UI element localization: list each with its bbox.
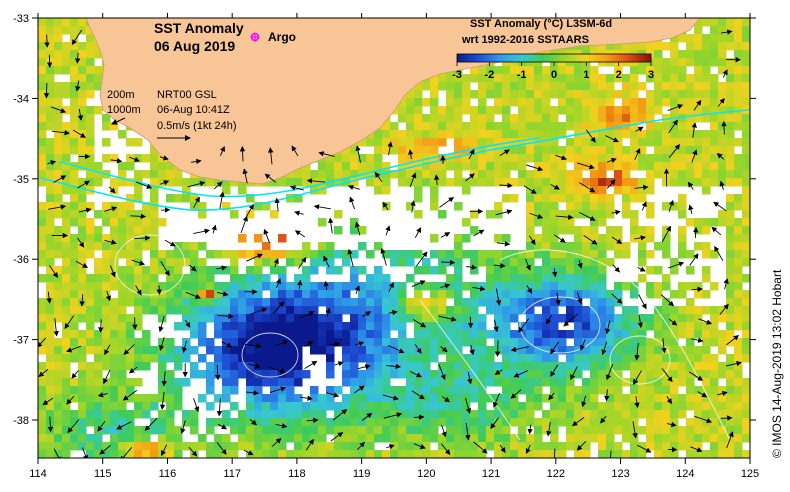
colorbar-tick-label: 3: [648, 69, 654, 81]
lon-tick-label: 125: [741, 468, 759, 480]
lat-tick-label: -37: [13, 335, 29, 347]
plot-frame: [37, 17, 751, 459]
lon-tick-label: 117: [223, 468, 241, 480]
legend-time: 06-Aug 10:41Z: [157, 104, 230, 116]
sea-surface-height-contours: [114, 234, 731, 441]
lat-tick-label: -34: [13, 93, 29, 105]
legend-depth-200m: 200m: [107, 89, 135, 101]
longitude-axis: 114 115 116 117 118 119 120 121 122 123 124 125: [29, 13, 759, 480]
lon-tick-label: 123: [611, 468, 629, 480]
lat-tick-label: -36: [13, 254, 29, 266]
lon-tick-label: 121: [482, 468, 500, 480]
map-title-line1: SST Anomaly: [154, 20, 244, 36]
colorbar-title-line2: wrt 1992-2016 SSTAARS: [461, 34, 589, 46]
colorbar-tick-label: -1: [517, 69, 527, 81]
colorbar-tick-label: 2: [616, 69, 622, 81]
australia-land: [85, 17, 701, 185]
lon-tick-label: 118: [288, 468, 306, 480]
lon-tick-label: 115: [94, 468, 112, 480]
colorbar-tick-label: 1: [583, 69, 589, 81]
legend-source: NRT00 GSL: [157, 89, 217, 101]
lon-tick-label: 120: [417, 468, 435, 480]
colorbar-tick-label: 0: [551, 69, 557, 81]
lat-tick-label: -38: [13, 415, 29, 427]
lon-tick-label: 119: [353, 468, 371, 480]
copyright-credit: © IMOS 14-Aug-2019 13:02 Hobart: [770, 269, 784, 458]
latitude-axis: -33-34-35-36-37-38: [13, 13, 756, 427]
lat-tick-label: -33: [13, 13, 29, 25]
argo-label: Argo: [268, 30, 296, 44]
lon-tick-label: 124: [676, 468, 694, 480]
lon-tick-label: 114: [29, 468, 47, 480]
lon-tick-label: 116: [159, 468, 177, 480]
lat-tick-label: -35: [13, 174, 29, 186]
legend-depth-arrow-icon: [111, 117, 126, 125]
current-vectors: [38, 29, 742, 458]
colorbar-tick-label: -2: [484, 69, 494, 81]
colorbar-title-line1: SST Anomaly (°C) L3SM-6d: [470, 18, 612, 30]
legend-depth-1000m: 1000m: [107, 104, 141, 116]
colorbar-tick-label: -3: [452, 69, 462, 81]
legend-scale: 0.5m/s (1kt 24h): [157, 120, 236, 132]
colorbar-ticks: -3 -2 -1 0 1 2 3: [452, 62, 654, 81]
lon-tick-label: 122: [547, 468, 565, 480]
colorbar: [456, 53, 652, 63]
argo-marker-icon: [250, 32, 260, 42]
map-title-line2: 06 Aug 2019: [154, 38, 235, 54]
